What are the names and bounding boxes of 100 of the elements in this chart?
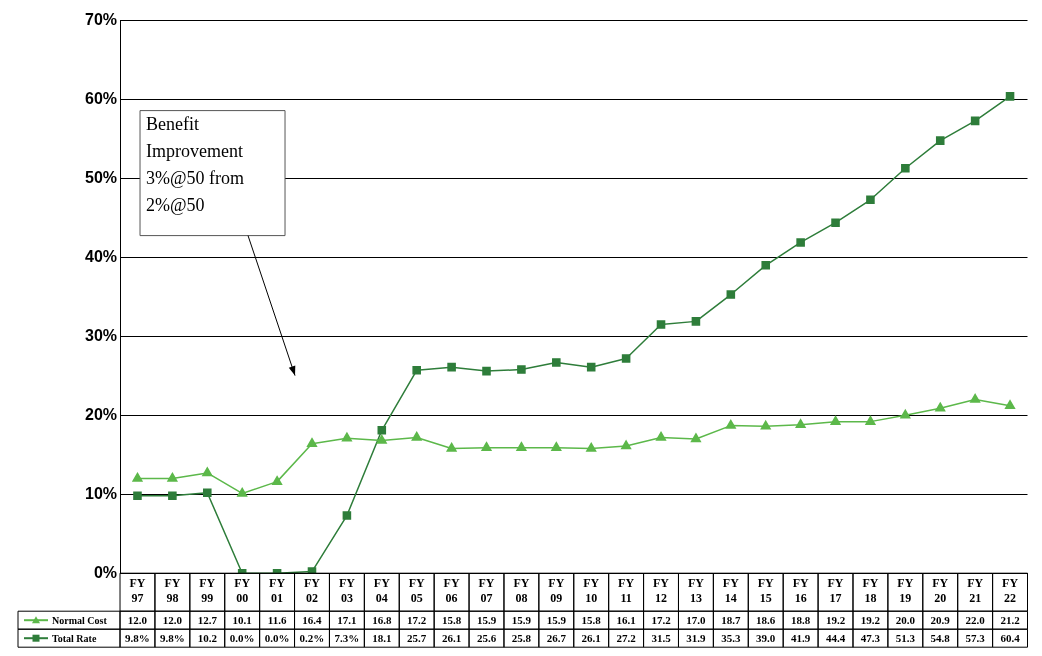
point	[970, 116, 980, 126]
data-label: 17.0	[686, 614, 707, 627]
x-tick-label: FY 13	[687, 576, 705, 605]
x-tick-label: FY 09	[548, 576, 565, 605]
data-label: 21.2	[1000, 614, 1021, 627]
x-tick-label: FY 18	[862, 576, 879, 605]
data-label: 18.8	[791, 614, 811, 627]
data-label: 25.6	[476, 632, 497, 645]
point	[412, 366, 421, 375]
x-tick-label: FY 98	[164, 576, 181, 605]
point	[411, 431, 422, 441]
data-label: 20.0	[895, 614, 916, 627]
data-label: 16.8	[372, 614, 392, 627]
x-tick-label: FY 11	[618, 576, 635, 605]
data-label: 20.9	[930, 614, 951, 627]
data-label: 16.4	[302, 614, 323, 627]
point	[307, 567, 317, 574]
point	[726, 290, 736, 299]
legend-label: Total Rate	[52, 632, 97, 644]
data-label: 57.3	[965, 632, 986, 645]
point	[901, 163, 910, 173]
data-label: 15.8	[581, 614, 602, 627]
data-label: 15.9	[546, 614, 567, 627]
x-tick-label: FY 07	[478, 576, 495, 605]
data-label: 18.7	[721, 614, 741, 627]
point	[831, 218, 840, 227]
x-tick-label: FY 02	[303, 576, 321, 605]
point	[865, 415, 876, 425]
point	[691, 317, 701, 326]
data-label: 17.1	[337, 614, 357, 627]
data-label: 9.8%	[125, 632, 150, 645]
data-label: 17.2	[651, 614, 672, 627]
data-label: 31.9	[686, 632, 707, 645]
data-label: 22.0	[965, 614, 986, 627]
x-tick-label: FY 04	[373, 576, 391, 605]
data-label: 10.1	[232, 614, 252, 627]
data-label: 15.8	[441, 614, 462, 627]
point	[132, 472, 143, 482]
data-label: 39.0	[756, 632, 776, 645]
x-tick-label: FY 01	[269, 576, 286, 605]
x-tick-label: FY 15	[757, 576, 775, 605]
point	[552, 358, 561, 367]
point	[900, 409, 911, 419]
point	[306, 437, 318, 447]
annotation: Benefit Improvement 3%@50 from 2%@50	[146, 114, 245, 216]
point	[482, 366, 491, 376]
point	[203, 488, 212, 497]
x-tick-label: FY 00	[234, 576, 251, 605]
data-label: 31.5	[651, 632, 672, 645]
data-label: 15.9	[511, 614, 532, 627]
data-label: 26.1	[581, 632, 601, 645]
data-label: 35.3	[721, 632, 741, 645]
point	[621, 354, 631, 363]
point	[795, 419, 806, 429]
data-label: 0.2%	[299, 632, 325, 645]
data-label: 41.9	[791, 632, 811, 645]
point	[935, 402, 946, 412]
data-label: 27.2	[616, 632, 637, 645]
x-tick-label: FY 97	[129, 576, 146, 605]
point	[376, 434, 387, 444]
data-label: 25.7	[407, 632, 427, 645]
point	[167, 472, 178, 482]
x-tick-label: FY 21	[967, 576, 984, 605]
data-label: 15.9	[476, 614, 497, 627]
data-label: 0.0%	[264, 632, 290, 645]
point	[342, 511, 352, 520]
point	[1004, 400, 1016, 410]
x-tick-label: FY 22	[1002, 576, 1019, 605]
x-tick-label: FY 06	[443, 576, 460, 605]
x-tick-label: FY 12	[653, 576, 670, 605]
data-label: 19.2	[860, 614, 881, 627]
data-label: 26.1	[441, 632, 462, 645]
point	[551, 441, 562, 451]
x-tick-label: FY 99	[199, 576, 216, 605]
point	[725, 419, 736, 429]
data-label: 18.6	[756, 614, 776, 627]
point	[655, 431, 667, 441]
point	[586, 362, 596, 372]
data-label: 25.8	[511, 632, 532, 645]
y-tick-label: 0%	[93, 563, 118, 581]
y-tick-label: 70%	[84, 11, 118, 29]
point	[1005, 92, 1015, 101]
data-label: 19.2	[825, 614, 846, 627]
point	[935, 136, 945, 145]
point	[690, 433, 701, 443]
data-label: 60.4	[1000, 632, 1021, 645]
data-label: 17.2	[407, 614, 427, 627]
x-tick-label: FY 16	[792, 576, 809, 605]
x-tick-label: FY 03	[338, 576, 356, 605]
point	[586, 442, 597, 452]
data-label: 16.1	[616, 614, 636, 627]
data-label: 12.0	[127, 614, 148, 627]
y-tick-label: 10%	[84, 484, 118, 502]
data-label: 0.0%	[229, 632, 255, 645]
point	[447, 362, 456, 372]
point	[866, 195, 875, 205]
legend-label: Normal Cost	[52, 614, 108, 626]
point	[237, 487, 248, 497]
x-tick-label: FY 20	[932, 576, 949, 605]
point	[761, 261, 771, 270]
